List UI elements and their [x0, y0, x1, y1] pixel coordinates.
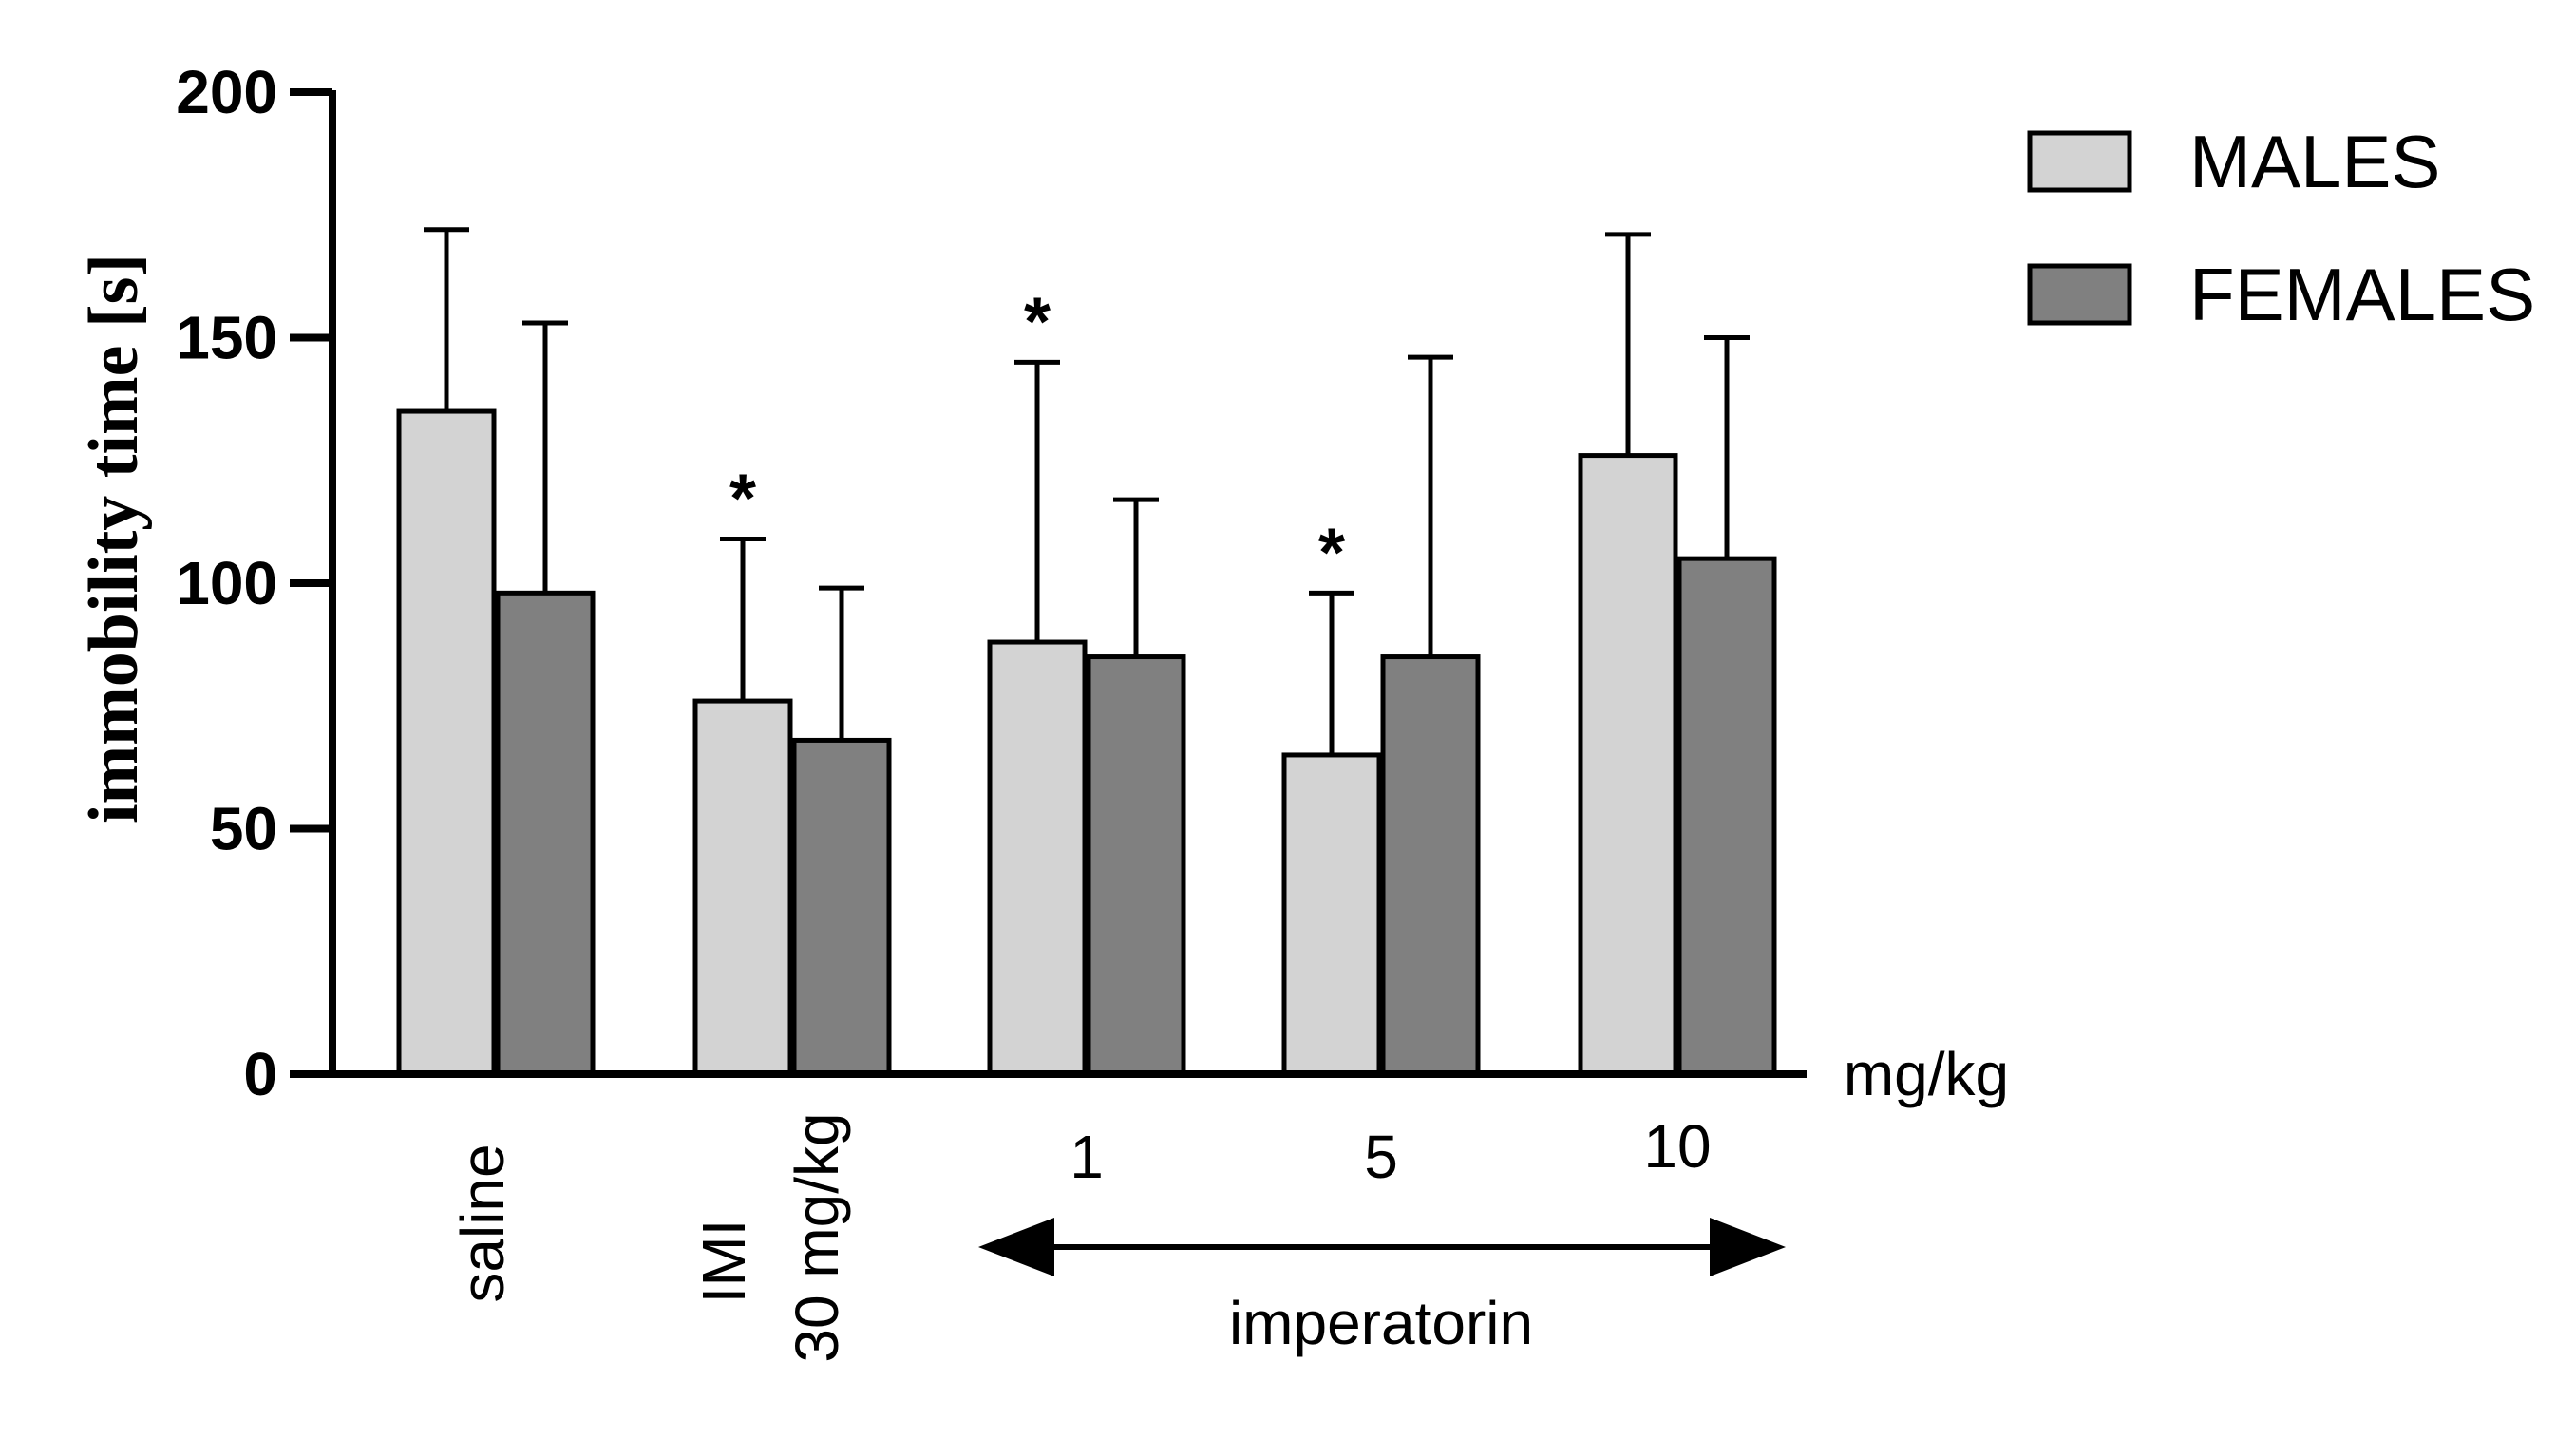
legend-swatch-females: [2027, 263, 2132, 326]
legend: MALES FEMALES: [2027, 120, 2535, 336]
bar-males-3: [1281, 752, 1382, 1077]
imperatorin-label: imperatorin: [1229, 1289, 1533, 1357]
category-labels: saline IMI 30 mg/kg 1 5 10: [448, 1112, 1712, 1363]
category-label-imi: IMI: [690, 1220, 758, 1304]
significance-asterisk: *: [1024, 284, 1051, 360]
significance-marks: * * *: [729, 284, 1345, 591]
bar-females-2: [1086, 654, 1186, 1077]
y-tick-label: 100: [176, 549, 277, 617]
y-axis-label: immobility time [s]: [75, 254, 153, 823]
imperatorin-range-arrow: [978, 1218, 1786, 1276]
legend-label-males: MALES: [2189, 120, 2440, 203]
bar-males-2: [987, 639, 1088, 1077]
category-label-saline: saline: [448, 1144, 517, 1302]
bar-females-4: [1676, 556, 1777, 1077]
x-unit-label: mg/kg: [1844, 1040, 2009, 1108]
significance-asterisk: *: [729, 461, 756, 537]
category-label-dose-10: 10: [1643, 1112, 1711, 1181]
category-label-dose-1: 1: [1070, 1123, 1104, 1191]
legend-swatch-males: [2027, 130, 2132, 193]
bar-males-0: [396, 408, 497, 1077]
bar-males-4: [1578, 453, 1678, 1077]
y-tick-label: 200: [176, 58, 277, 126]
category-label-dose-5: 5: [1364, 1123, 1398, 1191]
bar-females-0: [495, 590, 596, 1077]
category-label-imi-dose: 30 mg/kg: [783, 1112, 851, 1362]
bar-females-3: [1380, 654, 1481, 1077]
y-tick-label: 150: [176, 304, 277, 372]
bar-females-1: [791, 737, 892, 1077]
y-axis-ticks: 0 50 100 150 200: [176, 58, 332, 1108]
bar-males-1: [692, 698, 793, 1077]
bars: [396, 408, 1777, 1077]
y-tick-label: 50: [210, 795, 277, 863]
error-bars: [424, 227, 1750, 755]
legend-label-females: FEMALES: [2189, 253, 2535, 336]
significance-asterisk: *: [1318, 515, 1345, 591]
y-tick-label: 0: [243, 1040, 277, 1108]
